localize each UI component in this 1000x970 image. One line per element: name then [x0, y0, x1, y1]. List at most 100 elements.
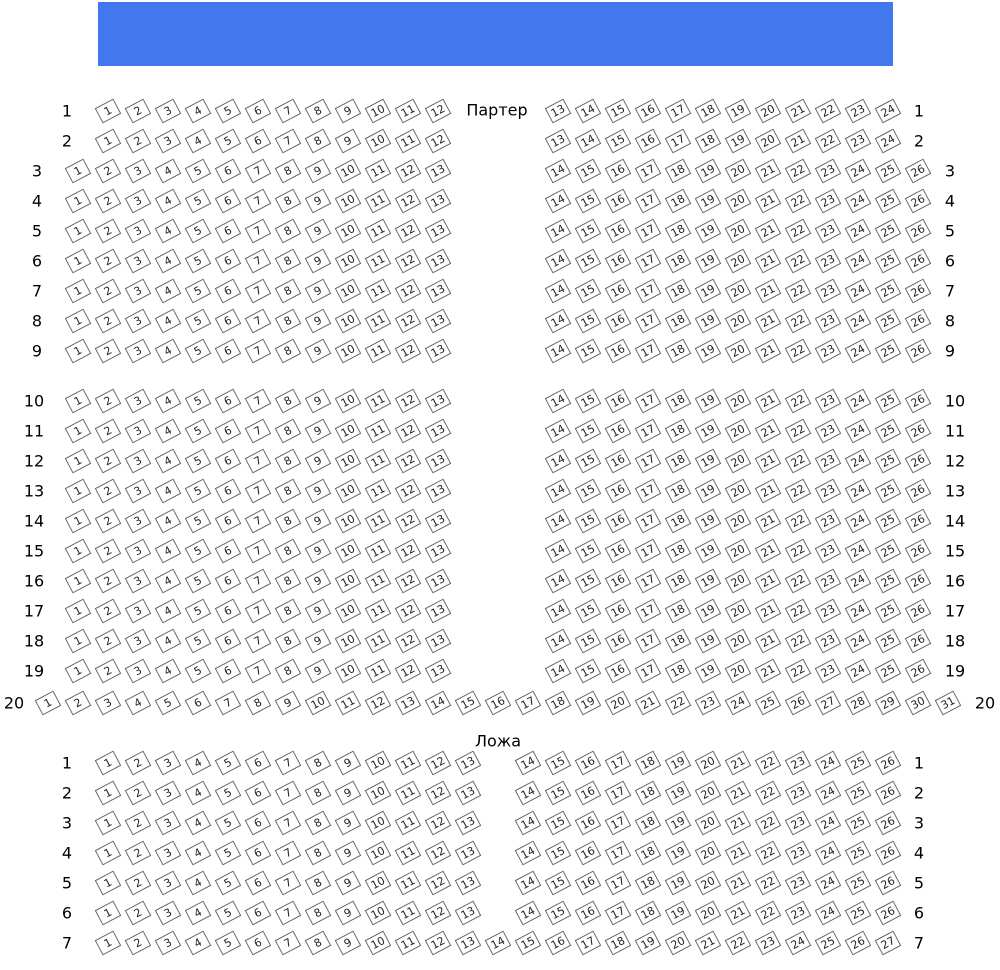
seat[interactable]: 1: [64, 508, 92, 534]
seat[interactable]: 16: [604, 538, 632, 564]
seat[interactable]: 25: [844, 750, 872, 776]
seat[interactable]: 16: [604, 248, 632, 274]
seat[interactable]: 13: [454, 840, 482, 866]
seat[interactable]: 14: [544, 628, 572, 654]
seat[interactable]: 2: [94, 658, 122, 684]
seat[interactable]: 17: [634, 308, 662, 334]
seat[interactable]: 26: [904, 508, 932, 534]
seat[interactable]: 6: [214, 598, 242, 624]
seat[interactable]: 25: [874, 658, 902, 684]
seat[interactable]: 24: [844, 598, 872, 624]
seat[interactable]: 23: [814, 188, 842, 214]
seat[interactable]: 17: [634, 158, 662, 184]
seat[interactable]: 17: [604, 900, 632, 926]
seat[interactable]: 2: [94, 338, 122, 364]
seat[interactable]: 21: [754, 568, 782, 594]
seat[interactable]: 7: [214, 690, 242, 716]
seat[interactable]: 12: [424, 900, 452, 926]
seat[interactable]: 6: [244, 98, 272, 124]
seat[interactable]: 10: [334, 248, 362, 274]
seat[interactable]: 9: [304, 478, 332, 504]
seat[interactable]: 23: [814, 248, 842, 274]
seat[interactable]: 15: [574, 418, 602, 444]
seat[interactable]: 4: [184, 870, 212, 896]
seat[interactable]: 13: [454, 870, 482, 896]
seat[interactable]: 8: [304, 98, 332, 124]
seat[interactable]: 24: [874, 98, 902, 124]
seat[interactable]: 23: [814, 338, 842, 364]
seat[interactable]: 6: [244, 128, 272, 154]
seat[interactable]: 4: [154, 278, 182, 304]
seat[interactable]: 26: [904, 658, 932, 684]
seat[interactable]: 5: [214, 98, 242, 124]
seat[interactable]: 25: [874, 338, 902, 364]
seat[interactable]: 2: [94, 218, 122, 244]
seat[interactable]: 26: [904, 628, 932, 654]
seat[interactable]: 24: [844, 158, 872, 184]
seat[interactable]: 3: [124, 538, 152, 564]
seat[interactable]: 14: [484, 930, 512, 956]
seat[interactable]: 19: [694, 248, 722, 274]
seat[interactable]: 13: [424, 628, 452, 654]
seat[interactable]: 8: [274, 628, 302, 654]
seat[interactable]: 13: [424, 338, 452, 364]
seat[interactable]: 20: [754, 98, 782, 124]
seat[interactable]: 20: [724, 188, 752, 214]
seat[interactable]: 8: [274, 568, 302, 594]
seat[interactable]: 12: [424, 780, 452, 806]
seat[interactable]: 9: [334, 840, 362, 866]
seat[interactable]: 22: [724, 930, 752, 956]
seat[interactable]: 6: [214, 248, 242, 274]
seat[interactable]: 8: [304, 930, 332, 956]
seat[interactable]: 12: [424, 98, 452, 124]
seat[interactable]: 4: [154, 248, 182, 274]
seat[interactable]: 16: [634, 98, 662, 124]
seat[interactable]: 12: [424, 810, 452, 836]
seat[interactable]: 1: [94, 900, 122, 926]
seat[interactable]: 2: [124, 98, 152, 124]
seat[interactable]: 17: [604, 750, 632, 776]
seat[interactable]: 9: [304, 158, 332, 184]
seat[interactable]: 4: [154, 218, 182, 244]
seat[interactable]: 9: [304, 188, 332, 214]
seat[interactable]: 25: [874, 598, 902, 624]
seat[interactable]: 23: [784, 900, 812, 926]
seat[interactable]: 8: [274, 598, 302, 624]
seat[interactable]: 26: [844, 930, 872, 956]
seat[interactable]: 18: [664, 658, 692, 684]
seat[interactable]: 7: [244, 538, 272, 564]
seat[interactable]: 9: [304, 628, 332, 654]
seat[interactable]: 18: [664, 478, 692, 504]
seat[interactable]: 17: [514, 690, 542, 716]
seat[interactable]: 23: [814, 448, 842, 474]
seat[interactable]: 26: [874, 810, 902, 836]
seat[interactable]: 14: [544, 478, 572, 504]
seat[interactable]: 16: [484, 690, 512, 716]
seat[interactable]: 7: [244, 478, 272, 504]
seat[interactable]: 19: [694, 658, 722, 684]
seat[interactable]: 9: [304, 448, 332, 474]
seat[interactable]: 21: [754, 278, 782, 304]
seat[interactable]: 17: [634, 218, 662, 244]
seat[interactable]: 3: [154, 900, 182, 926]
seat[interactable]: 13: [394, 690, 422, 716]
seat[interactable]: 21: [754, 478, 782, 504]
seat[interactable]: 15: [604, 98, 632, 124]
seat[interactable]: 24: [844, 308, 872, 334]
seat[interactable]: 27: [814, 690, 842, 716]
seat[interactable]: 26: [904, 478, 932, 504]
seat[interactable]: 17: [634, 568, 662, 594]
seat[interactable]: 19: [694, 598, 722, 624]
seat[interactable]: 10: [334, 568, 362, 594]
seat[interactable]: 2: [124, 780, 152, 806]
seat[interactable]: 8: [274, 538, 302, 564]
seat[interactable]: 9: [304, 338, 332, 364]
seat[interactable]: 7: [274, 98, 302, 124]
seat[interactable]: 9: [334, 750, 362, 776]
seat[interactable]: 4: [184, 128, 212, 154]
seat[interactable]: 8: [274, 448, 302, 474]
seat[interactable]: 3: [124, 278, 152, 304]
seat[interactable]: 16: [604, 308, 632, 334]
seat[interactable]: 15: [574, 388, 602, 414]
seat[interactable]: 15: [574, 658, 602, 684]
